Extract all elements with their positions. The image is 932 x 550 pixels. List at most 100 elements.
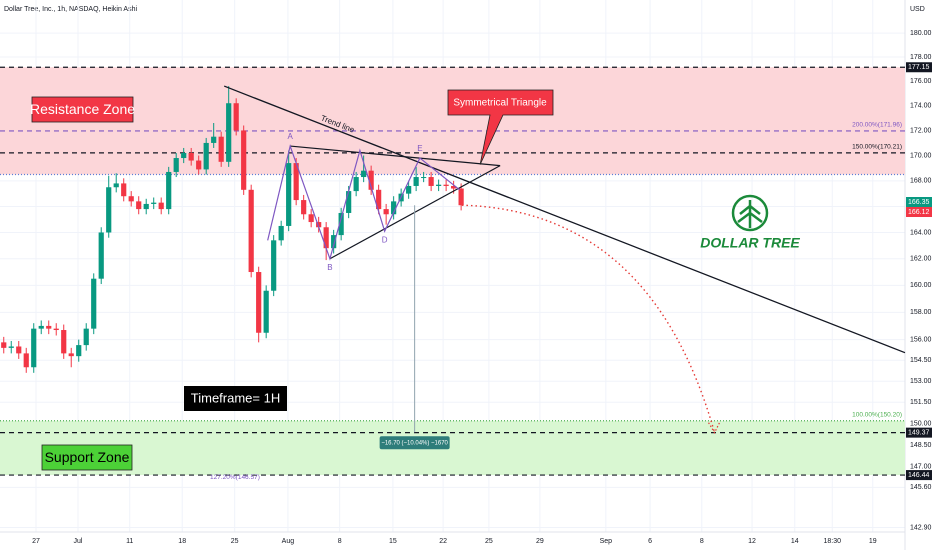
zone-label-box	[41, 444, 133, 471]
x-tick-label: 27	[32, 538, 40, 545]
candle-body	[46, 325, 52, 329]
candle-body	[173, 158, 179, 172]
currency: USD	[910, 6, 925, 13]
candle-body	[136, 201, 142, 210]
x-tick-label: 11	[126, 538, 133, 545]
candle-body	[76, 345, 82, 357]
candle-body	[406, 185, 412, 194]
candle-body	[16, 346, 22, 354]
candle-body	[346, 191, 352, 213]
candle-body	[1, 342, 7, 348]
zigzag	[267, 143, 460, 261]
candle-body	[383, 209, 389, 215]
wave-label: E	[417, 144, 422, 153]
candle-body	[151, 202, 157, 204]
candle-body	[233, 103, 239, 131]
candle-body	[278, 225, 284, 241]
candle-body	[158, 202, 164, 210]
candle-body	[293, 163, 299, 201]
x-tick-label: 25	[485, 538, 493, 545]
x-tick-label: Jul	[74, 538, 83, 545]
y-tick-label: 176.00	[910, 78, 932, 85]
candle-body	[68, 353, 74, 357]
candle-body	[31, 328, 37, 368]
level-label: 150.00%(170.21)	[852, 144, 902, 151]
price-label-box	[906, 470, 932, 481]
price-label: 177.15	[908, 64, 930, 71]
candle-body	[143, 203, 149, 210]
zone-label: Support Zone	[45, 449, 130, 465]
zone	[0, 420, 905, 476]
candle-body	[256, 272, 262, 333]
y-tick-label: 160.00	[910, 282, 932, 289]
callout-label: Symmetrical Triangle	[453, 98, 547, 109]
level-label: 100.00%(150.20)	[852, 411, 902, 418]
y-tick-label: 154.50	[910, 357, 932, 364]
price-label-box	[906, 197, 932, 208]
wave-label: B	[327, 263, 332, 272]
y-tick-label: 158.00	[910, 309, 932, 316]
zone-label-box	[31, 96, 134, 123]
projection	[461, 204, 716, 433]
candle-body	[241, 130, 247, 190]
x-tick-label: 8	[338, 538, 342, 545]
y-tick-label: 180.00	[910, 30, 932, 37]
candle-body	[331, 235, 337, 249]
candle-body	[196, 160, 202, 170]
x-tick-label: Aug	[282, 538, 295, 545]
y-tick-label: 151.50	[910, 399, 932, 406]
wave-label: A	[287, 132, 293, 141]
x-tick-label: 6	[648, 538, 652, 545]
trend-line	[223, 85, 906, 354]
x-tick-label: 25	[231, 538, 239, 545]
candle-body	[38, 325, 44, 329]
candle-body	[301, 200, 307, 215]
candle-body	[458, 188, 464, 206]
x-tick-label: 15	[389, 538, 397, 545]
measure-label: −16.70 (−10.04%) −1670	[381, 440, 448, 446]
candle-body	[188, 152, 194, 161]
fib-note: 127.20%(146.57)	[210, 474, 260, 481]
candle-body	[121, 183, 127, 197]
y-tick-label: 168.00	[910, 178, 932, 185]
candle-body	[421, 177, 427, 179]
x-tick-label: 12	[748, 538, 756, 545]
candle-body	[443, 184, 449, 186]
y-tick-label: 172.00	[910, 127, 932, 134]
candle-body	[8, 346, 14, 348]
price-label-box	[906, 427, 932, 438]
price-label: 146.44	[908, 472, 930, 479]
x-tick-label: Sep	[600, 538, 613, 545]
y-tick-label: 145.60	[910, 484, 932, 491]
candle-body	[451, 185, 457, 189]
candle-body	[23, 353, 29, 368]
candle-body	[91, 278, 97, 329]
candle-body	[113, 183, 119, 188]
candle-body	[248, 189, 254, 273]
candle-body	[226, 103, 232, 162]
y-tick-label: 174.00	[910, 103, 932, 110]
x-tick-label: 22	[439, 538, 447, 545]
candle-body	[53, 328, 59, 331]
candle-body	[181, 152, 187, 159]
candle-body	[166, 171, 172, 210]
timeframe-label: Timeframe= 1H	[191, 390, 280, 405]
x-tick-label: 18:30	[824, 538, 842, 545]
y-tick-label: 170.00	[910, 152, 932, 159]
zone	[0, 67, 905, 175]
wave-label: D	[382, 235, 388, 244]
candle-body	[353, 177, 359, 192]
price-label: 166.35	[908, 199, 930, 206]
triangle-line	[290, 145, 501, 167]
callout-box	[447, 89, 554, 165]
candle-body	[436, 184, 442, 186]
candle-body	[428, 177, 434, 186]
candle-body	[391, 201, 397, 215]
y-tick-label: 148.50	[910, 442, 932, 449]
candle-body	[308, 214, 314, 223]
price-label: 149.37	[908, 429, 930, 436]
arrow-head	[708, 422, 721, 434]
candle-body	[413, 177, 419, 186]
candle-body	[263, 290, 269, 333]
x-tick-label: 8	[700, 538, 704, 545]
